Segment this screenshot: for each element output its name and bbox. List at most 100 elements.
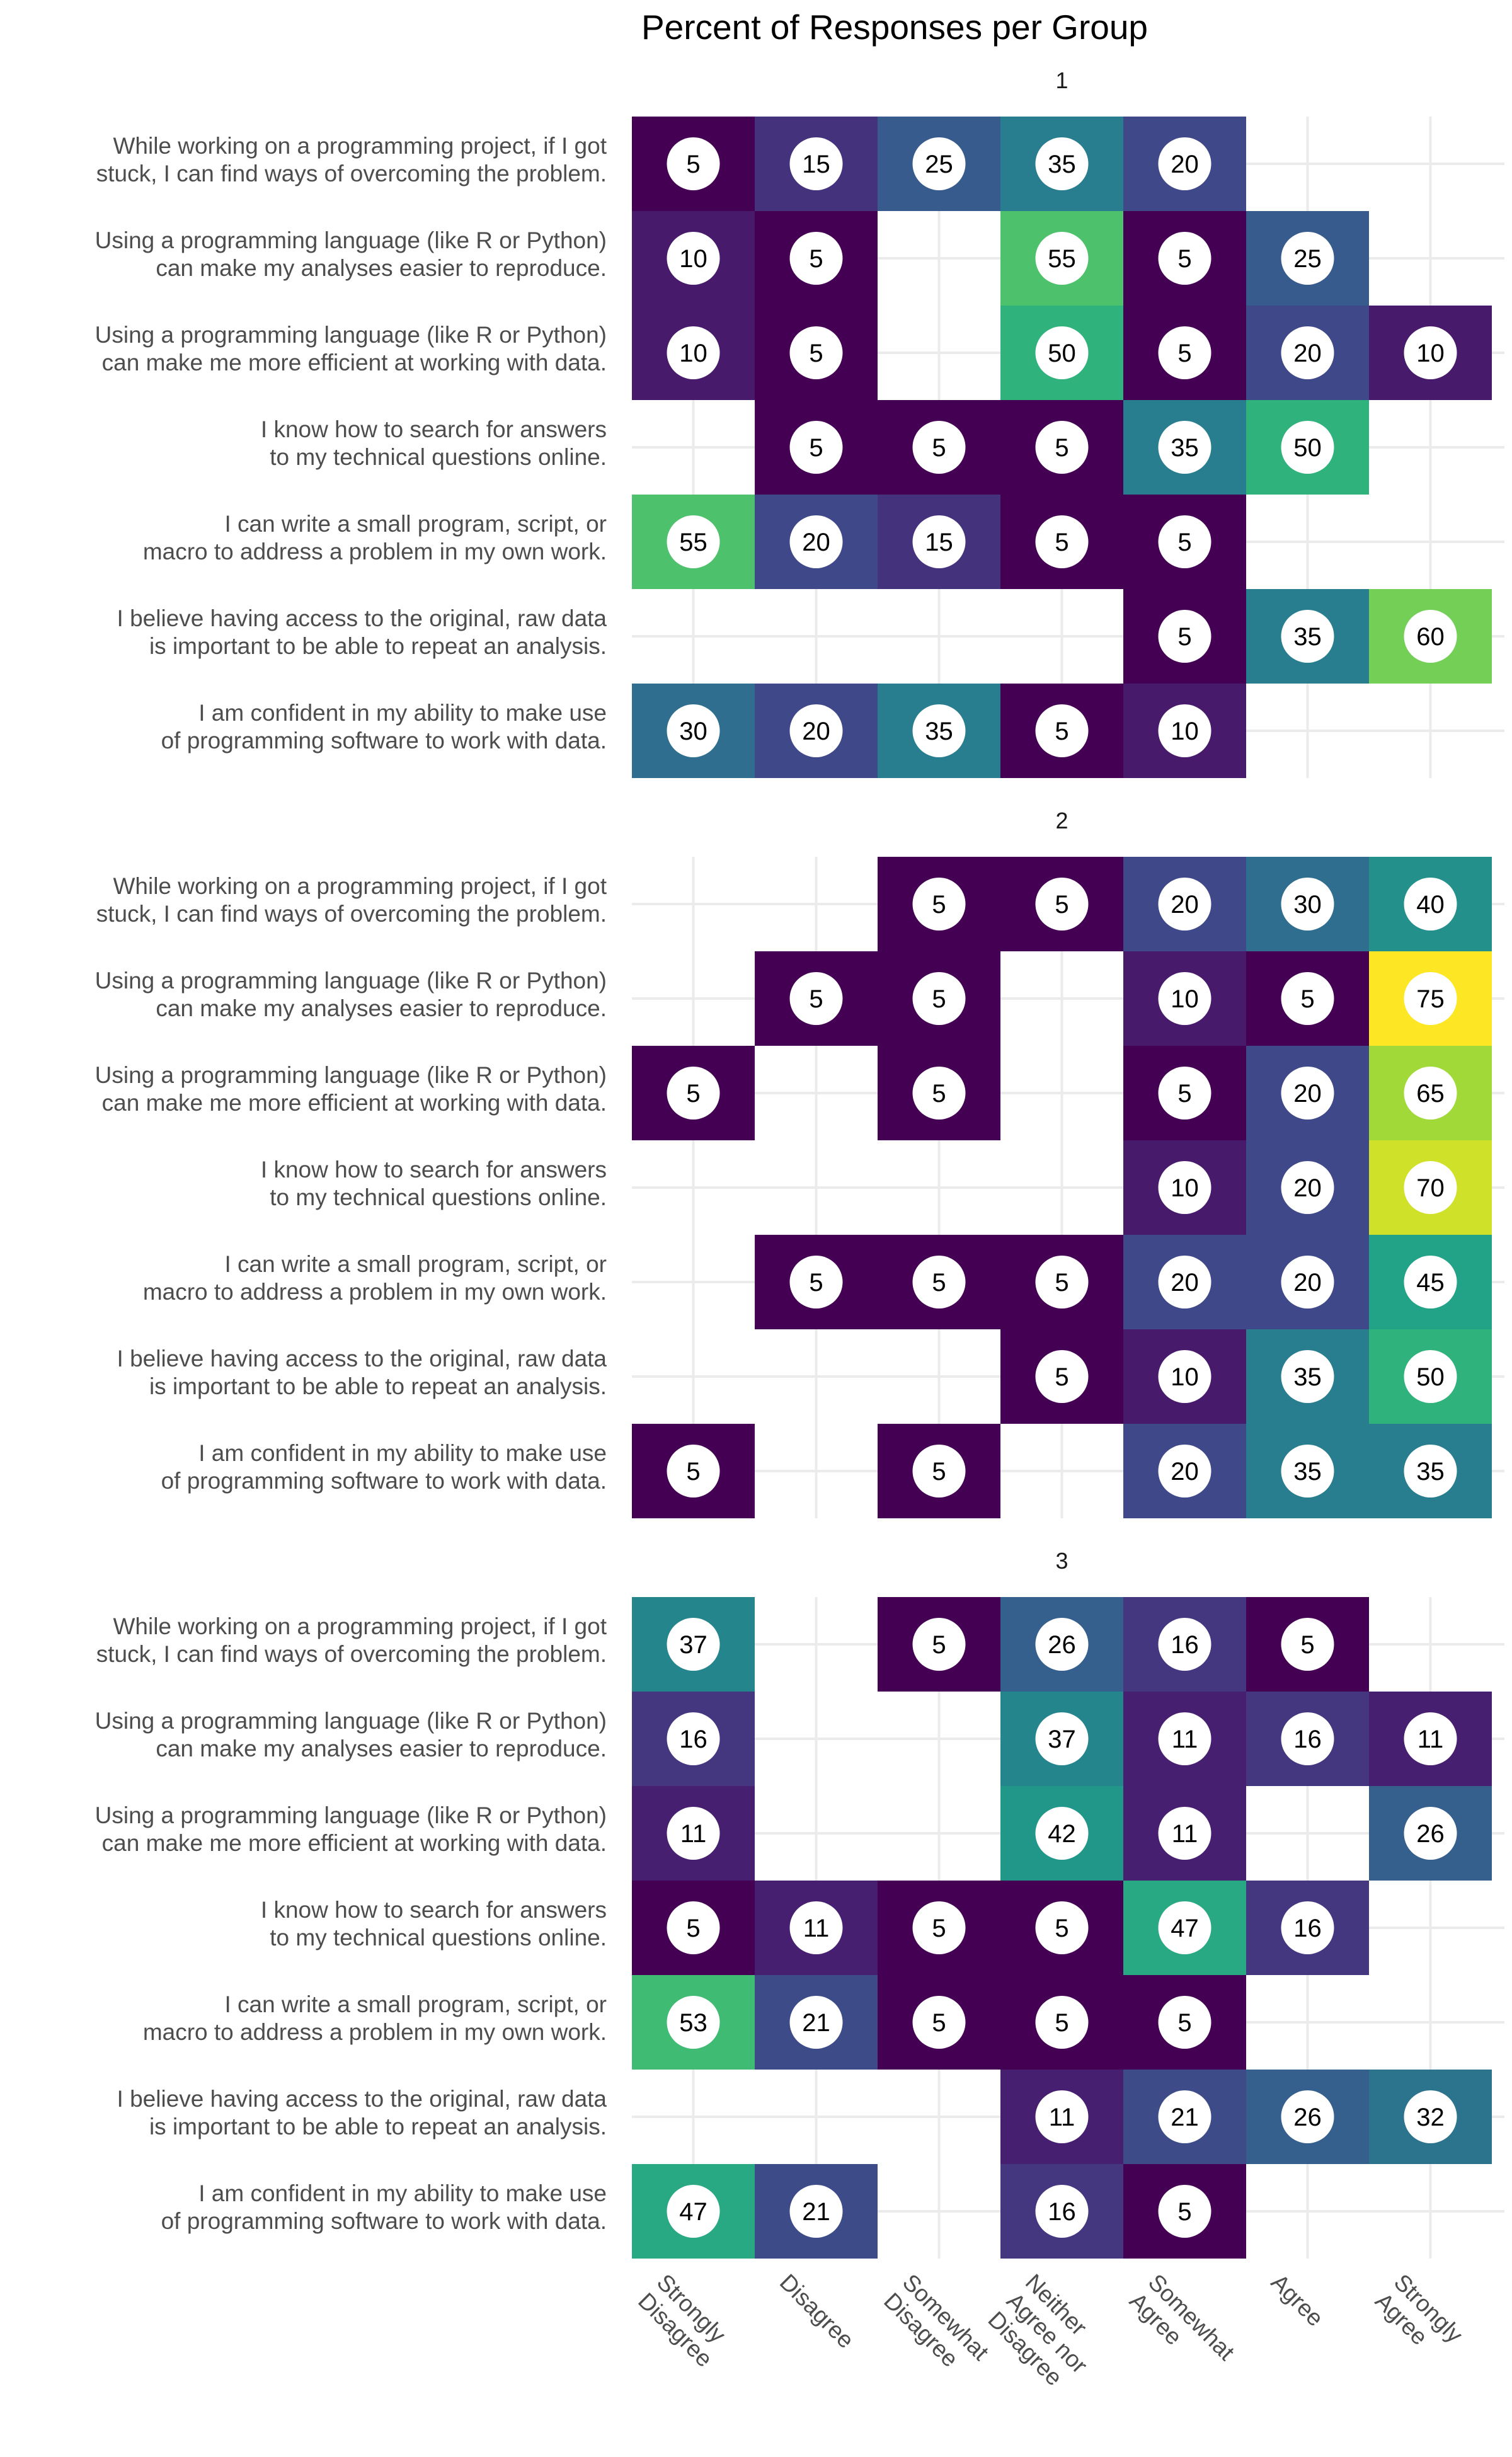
cell-value-label: 11 (1172, 1820, 1198, 1848)
row-label: I am confident in my ability to make use… (161, 700, 607, 753)
cell-value-label: 5 (1177, 623, 1191, 651)
row-label: I believe having access to the original,… (117, 1346, 607, 1399)
cell-value-label: 5 (1055, 891, 1068, 919)
cell-value-label: 10 (1171, 718, 1199, 745)
cell-value-label: 5 (686, 151, 700, 178)
row-label: I know how to search for answers to my te… (261, 1897, 607, 1950)
cell-value-label: 5 (1177, 340, 1191, 367)
cell-value-label: 5 (932, 1915, 946, 1942)
facet-title: 3 (1055, 1548, 1068, 1574)
column-label: StronglyAgree (1370, 2269, 1468, 2367)
cell-value-label: 25 (1293, 245, 1322, 273)
column-label: SomewhatDisagree (879, 2269, 994, 2385)
cell-value-label: 5 (1177, 1080, 1191, 1108)
cell-value-label: 40 (1416, 891, 1445, 919)
cell-value-label: 16 (1048, 2198, 1076, 2226)
row-label: I can write a small program, script, or m… (143, 511, 607, 564)
cell-value-label: 5 (1055, 434, 1068, 462)
cell-value-label: 30 (1293, 891, 1322, 919)
cell-value-label: 5 (809, 434, 823, 462)
cell-value-label: 35 (1293, 623, 1322, 651)
cell-value-label: 10 (1171, 1363, 1199, 1391)
cell-value-label: 5 (686, 1458, 700, 1486)
cell-value-label: 20 (1293, 1174, 1322, 1202)
row-label: While working on a programming project, … (96, 1613, 607, 1667)
cell-value-label: 5 (932, 2009, 946, 2037)
column-label: SomewhatAgree (1125, 2269, 1240, 2385)
row-label: Using a programming language (like R or … (95, 968, 607, 1021)
cell-value-label: 75 (1416, 985, 1445, 1013)
cell-value-label: 5 (932, 1631, 946, 1659)
row-label: Using a programming language (like R or … (95, 1802, 607, 1856)
cell-value-label: 15 (802, 151, 830, 178)
cell-value-label: 5 (932, 891, 946, 919)
cell-value-label: 5 (809, 985, 823, 1013)
cell-value-label: 5 (809, 245, 823, 273)
facet-panel-1: 1 While working on a programming project,… (95, 67, 1504, 778)
cell-value-label: 11 (680, 1820, 707, 1848)
cell-value-label: 11 (803, 1915, 830, 1942)
cell-value-label: 5 (1300, 985, 1314, 1013)
cell-value-label: 21 (802, 2198, 830, 2226)
cell-value-label: 21 (802, 2009, 830, 2037)
row-label: I can write a small program, script, or m… (143, 1991, 607, 2045)
cell-value-label: 21 (1171, 2104, 1199, 2131)
cell-value-label: 35 (1293, 1363, 1322, 1391)
cell-value-label: 16 (679, 1726, 707, 1753)
facets: 1 While working on a programming project,… (95, 67, 1504, 2259)
cell-value-label: 16 (1293, 1915, 1322, 1942)
cell-value-label: 55 (679, 529, 707, 556)
cell-value-label: 35 (1048, 151, 1076, 178)
cell-value-label: 5 (1177, 2009, 1191, 2037)
cell-value-label: 35 (925, 718, 953, 745)
cell-value-label: 11 (1418, 1726, 1444, 1753)
cell-value-label: 5 (809, 1269, 823, 1297)
cell-value-label: 10 (1171, 1174, 1199, 1202)
cell-value-label: 35 (1293, 1458, 1322, 1486)
cell-value-label: 20 (802, 718, 830, 745)
cell-value-label: 35 (1171, 434, 1199, 462)
cell-value-label: 32 (1416, 2104, 1445, 2131)
cell-value-label: 30 (679, 718, 707, 745)
row-label: I know how to search for answers to my te… (261, 1157, 607, 1210)
cell-value-label: 10 (1171, 985, 1199, 1013)
cell-value-label: 5 (1177, 2198, 1191, 2226)
cell-value-label: 5 (686, 1915, 700, 1942)
facet-panel-2: 2 While working on a programming project,… (95, 808, 1504, 1518)
row-label: Using a programming language (like R or … (95, 1708, 607, 1761)
row-label: While working on a programming project, … (96, 873, 607, 927)
cell-value-label: 25 (925, 151, 953, 178)
cell-value-label: 20 (1171, 1269, 1199, 1297)
cell-value-label: 5 (1055, 718, 1068, 745)
cell-value-label: 10 (679, 245, 707, 273)
cell-value-label: 20 (1293, 340, 1322, 367)
cell-value-label: 50 (1048, 340, 1076, 367)
cell-value-label: 5 (932, 434, 946, 462)
cell-value-label: 42 (1048, 1820, 1076, 1848)
cell-value-label: 45 (1416, 1269, 1445, 1297)
cell-value-label: 11 (1172, 1726, 1198, 1753)
cell-value-label: 26 (1048, 1631, 1076, 1659)
cell-value-label: 53 (679, 2009, 707, 2037)
cell-value-label: 47 (1171, 1915, 1199, 1942)
cell-value-label: 60 (1416, 623, 1445, 651)
column-label: Agree (1266, 2269, 1329, 2332)
cell-value-label: 5 (686, 1080, 700, 1108)
facet-panel-3: 3 While working on a programming project,… (95, 1548, 1504, 2259)
row-label: I believe having access to the original,… (117, 2086, 607, 2139)
row-label: While working on a programming project, … (96, 133, 607, 186)
column-label: NeitherAgree norDisagree (983, 2269, 1111, 2397)
cell-value-label: 16 (1293, 1726, 1322, 1753)
chart-title: Percent of Responses per Group (641, 8, 1148, 47)
cell-value-label: 16 (1171, 1631, 1199, 1659)
cell-value-label: 5 (932, 1269, 946, 1297)
facet-title: 2 (1055, 808, 1068, 833)
row-label: I am confident in my ability to make use… (161, 1440, 607, 1494)
cell-value-label: 5 (1055, 529, 1068, 556)
cell-value-label: 5 (1300, 1631, 1314, 1659)
cell-value-label: 5 (1055, 2009, 1068, 2037)
column-label: StronglyDisagree (633, 2269, 736, 2372)
cell-value-label: 70 (1416, 1174, 1445, 1202)
cell-value-label: 20 (1171, 891, 1199, 919)
